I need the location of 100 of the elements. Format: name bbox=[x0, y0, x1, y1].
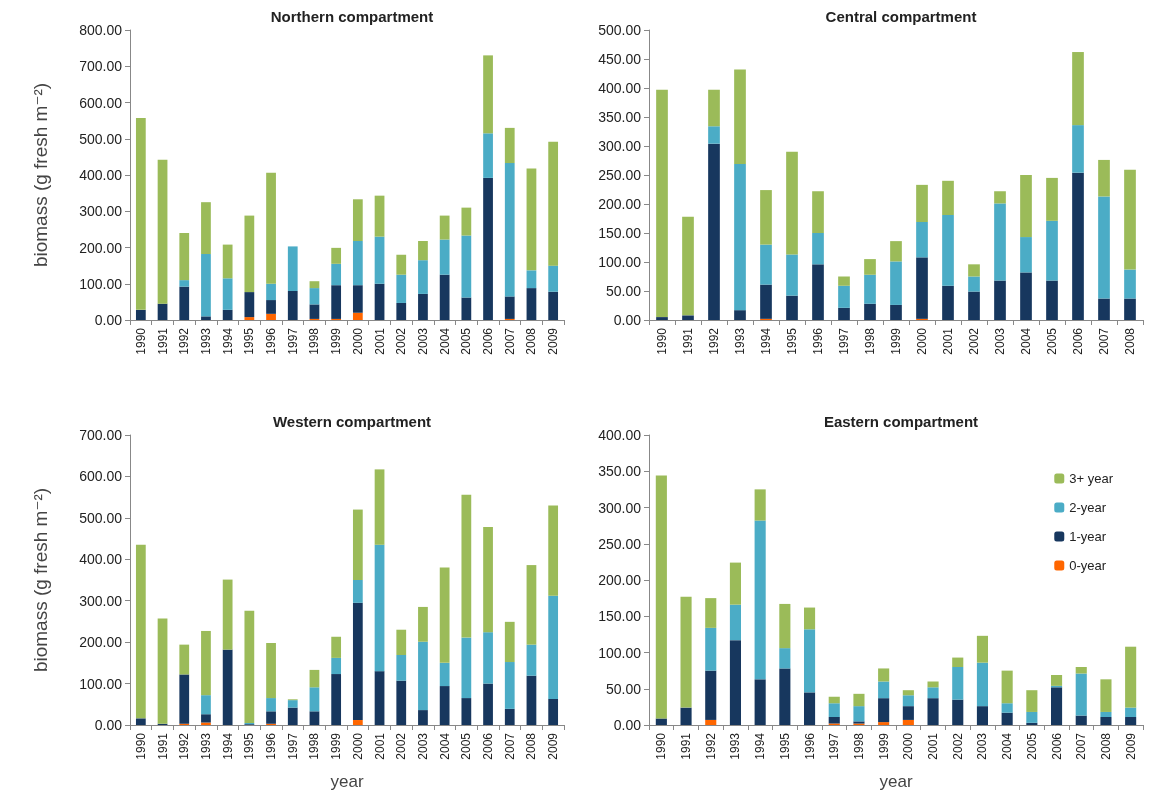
y-tick-label: 150.00 bbox=[598, 608, 642, 625]
y-tick-label: 400.00 bbox=[79, 551, 123, 568]
x-tick-label: 1999 bbox=[329, 327, 344, 355]
x-tick-label: 1998 bbox=[863, 327, 877, 355]
x-tick-label: 2004 bbox=[1019, 327, 1033, 355]
x-tick-label: 2007 bbox=[502, 732, 517, 760]
x-tick-label: 1999 bbox=[876, 732, 891, 760]
x-tick-label: 2002 bbox=[394, 732, 409, 760]
x-tick-label: 2003 bbox=[975, 732, 990, 760]
x-tick-label: 1990 bbox=[133, 327, 148, 355]
x-tick-label: 1994 bbox=[753, 732, 768, 760]
y-tick-label: 200.00 bbox=[598, 572, 642, 588]
y-tick-label: 50.00 bbox=[605, 283, 642, 299]
y-tick-label: 500.00 bbox=[79, 130, 123, 147]
x-tick-label: 2003 bbox=[415, 327, 430, 355]
x-axis-title: year bbox=[879, 772, 913, 791]
legend-label: 3+ year bbox=[1069, 471, 1114, 486]
y-tick-label: 500.00 bbox=[79, 509, 123, 526]
y-tick-label: 200.00 bbox=[598, 196, 642, 212]
x-tick-label: 2007 bbox=[502, 327, 517, 355]
y-tick-label: 300.00 bbox=[598, 138, 642, 154]
x-tick-label: 2005 bbox=[1045, 327, 1059, 355]
y-tick-label: 700.00 bbox=[79, 427, 123, 443]
x-tick-label: 1996 bbox=[264, 732, 279, 760]
y-tick-label: 300.00 bbox=[79, 203, 123, 220]
x-tick-label: 2004 bbox=[1000, 732, 1015, 760]
x-tick-label: 2002 bbox=[394, 327, 409, 355]
x-tick-label: 1990 bbox=[133, 732, 148, 760]
x-tick-label: 1992 bbox=[177, 732, 192, 760]
y-tick-label: 450.00 bbox=[598, 51, 642, 67]
x-tick-label: 2001 bbox=[372, 327, 387, 355]
x-tick-label: 2008 bbox=[1123, 327, 1137, 355]
y-tick-label: 300.00 bbox=[598, 499, 642, 516]
y-tick-label: 400.00 bbox=[598, 427, 642, 443]
y-tick-label: 200.00 bbox=[79, 239, 123, 256]
x-tick-label: 1991 bbox=[679, 732, 694, 760]
x-tick-label: 2006 bbox=[1049, 732, 1064, 760]
y-tick-label: 250.00 bbox=[598, 535, 642, 552]
y-tick-label: 800.00 bbox=[79, 22, 123, 38]
x-tick-label: 2005 bbox=[1024, 732, 1039, 760]
x-tick-label: 1997 bbox=[285, 732, 300, 760]
y-axis-title: biomass (g fresh m⁻²) bbox=[30, 82, 51, 268]
x-tick-label: 1993 bbox=[198, 327, 213, 355]
x-tick-label: 1994 bbox=[759, 327, 773, 355]
chart-title: Eastern compartment bbox=[823, 413, 979, 430]
x-tick-label: 1993 bbox=[198, 732, 213, 760]
y-tick-label: 100.00 bbox=[598, 254, 642, 270]
x-tick-label: 1993 bbox=[728, 732, 743, 760]
x-tick-label: 2007 bbox=[1097, 327, 1111, 355]
x-tick-label: 1990 bbox=[655, 327, 669, 355]
x-tick-label: 1999 bbox=[329, 732, 344, 760]
x-tick-label: 1990 bbox=[654, 732, 669, 760]
x-tick-label: 1993 bbox=[733, 327, 747, 355]
x-tick-label: 1994 bbox=[220, 732, 235, 760]
x-tick-label: 2009 bbox=[546, 327, 561, 355]
x-tick-label: 2000 bbox=[915, 327, 929, 355]
y-tick-label: 400.00 bbox=[598, 80, 642, 96]
chart-title: Western compartment bbox=[272, 413, 432, 430]
x-tick-label: 1994 bbox=[220, 327, 235, 355]
y-tick-label: 100.00 bbox=[79, 275, 123, 292]
x-tick-label: 2006 bbox=[1071, 327, 1085, 355]
x-tick-label: 2000 bbox=[350, 732, 365, 760]
y-tick-label: 250.00 bbox=[598, 167, 642, 183]
x-tick-label: 2001 bbox=[372, 732, 387, 760]
x-tick-label: 2004 bbox=[437, 327, 452, 355]
y-tick-label: 100.00 bbox=[598, 644, 642, 661]
y-tick-label: 200.00 bbox=[79, 634, 123, 651]
x-tick-label: 1998 bbox=[851, 732, 866, 760]
x-tick-label: 2008 bbox=[1098, 732, 1113, 760]
x-tick-label: 2009 bbox=[546, 732, 561, 760]
x-tick-label: 2002 bbox=[967, 327, 981, 355]
y-tick-label: 700.00 bbox=[79, 58, 123, 75]
x-tick-label: 2007 bbox=[1074, 732, 1089, 760]
x-tick-label: 1997 bbox=[827, 732, 842, 760]
chart-title: Central compartment bbox=[825, 8, 977, 25]
y-axis-title: biomass (g fresh m⁻²) bbox=[30, 487, 51, 673]
x-tick-label: 1995 bbox=[785, 327, 799, 355]
x-tick-label: 1998 bbox=[307, 732, 322, 760]
x-tick-label: 1996 bbox=[264, 327, 279, 355]
x-tick-label: 1999 bbox=[889, 327, 903, 355]
y-tick-label: 500.00 bbox=[598, 22, 642, 38]
y-tick-label: 150.00 bbox=[598, 225, 642, 241]
y-tick-label: 0.00 bbox=[613, 312, 642, 328]
x-tick-label: 1996 bbox=[811, 327, 825, 355]
y-tick-label: 0.00 bbox=[613, 717, 642, 733]
x-tick-label: 1995 bbox=[242, 732, 257, 760]
x-tick-label: 1997 bbox=[285, 327, 300, 355]
x-tick-label: 2002 bbox=[950, 732, 965, 760]
x-tick-label: 2001 bbox=[941, 327, 955, 355]
x-tick-label: 2006 bbox=[481, 327, 496, 355]
x-tick-label: 2005 bbox=[459, 327, 474, 355]
y-tick-label: 600.00 bbox=[79, 94, 123, 111]
x-tick-label: 2008 bbox=[524, 732, 539, 760]
y-tick-label: 50.00 bbox=[605, 680, 642, 697]
x-tick-label: 1997 bbox=[837, 327, 851, 355]
y-tick-label: 0.00 bbox=[94, 717, 123, 733]
legend-label: 1-year bbox=[1069, 529, 1107, 544]
x-tick-label: 1991 bbox=[155, 732, 170, 760]
x-tick-label: 2008 bbox=[524, 327, 539, 355]
x-tick-label: 1995 bbox=[242, 327, 257, 355]
